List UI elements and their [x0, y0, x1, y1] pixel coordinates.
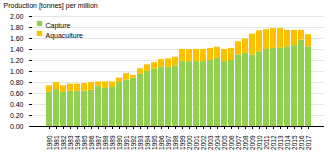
svg-text:2012: 2012 [270, 135, 277, 150]
svg-text:2004: 2004 [214, 135, 221, 150]
svg-text:0.20: 0.20 [10, 112, 24, 119]
svg-text:1981: 1981 [53, 135, 60, 150]
svg-text:Aquaculture: Aquaculture [46, 32, 83, 40]
svg-text:1998: 1998 [172, 135, 179, 150]
svg-text:1.20: 1.20 [10, 57, 24, 64]
svg-text:2007: 2007 [235, 135, 242, 150]
svg-text:0.80: 0.80 [10, 79, 24, 86]
svg-text:1980: 1980 [46, 135, 53, 150]
svg-text:2.00: 2.00 [10, 13, 24, 20]
svg-text:1985: 1985 [81, 135, 88, 150]
svg-text:2017: 2017 [305, 135, 312, 150]
svg-text:1990: 1990 [116, 135, 123, 150]
svg-text:1.40: 1.40 [10, 46, 24, 53]
svg-text:1992: 1992 [130, 135, 137, 150]
svg-text:2002: 2002 [200, 135, 207, 150]
svg-text:2008: 2008 [242, 135, 249, 150]
svg-text:2011: 2011 [263, 135, 270, 149]
svg-text:1995: 1995 [151, 135, 158, 150]
svg-text:1997: 1997 [165, 135, 172, 150]
svg-text:2010: 2010 [256, 135, 263, 150]
svg-text:2005: 2005 [221, 135, 228, 150]
svg-text:1993: 1993 [137, 135, 144, 150]
svg-text:2000: 2000 [186, 135, 193, 150]
svg-text:2013: 2013 [277, 135, 284, 150]
svg-text:1982: 1982 [60, 135, 67, 150]
svg-text:1984: 1984 [74, 135, 81, 150]
svg-text:2015: 2015 [291, 135, 298, 150]
svg-text:Production [tonnes] per millio: Production [tonnes] per million [4, 2, 98, 10]
svg-text:2006: 2006 [228, 135, 235, 150]
svg-text:Capture: Capture [46, 22, 71, 30]
svg-text:1999: 1999 [179, 135, 186, 150]
svg-text:1.80: 1.80 [10, 24, 24, 31]
svg-text:2003: 2003 [207, 135, 214, 150]
svg-text:2009: 2009 [249, 135, 256, 150]
svg-text:2001: 2001 [193, 135, 200, 150]
svg-text:0.00: 0.00 [10, 123, 24, 130]
svg-text:1986: 1986 [88, 135, 95, 150]
svg-text:1994: 1994 [144, 135, 151, 150]
svg-text:0.40: 0.40 [10, 101, 24, 108]
svg-text:1988: 1988 [102, 135, 109, 150]
svg-text:1991: 1991 [123, 135, 130, 150]
svg-text:1989: 1989 [109, 135, 116, 150]
svg-text:1996: 1996 [158, 135, 165, 150]
svg-text:2016: 2016 [298, 135, 305, 150]
svg-text:1.60: 1.60 [10, 35, 24, 42]
svg-text:1.00: 1.00 [10, 68, 24, 75]
svg-text:1987: 1987 [95, 135, 102, 150]
svg-text:0.60: 0.60 [10, 90, 24, 97]
svg-text:1983: 1983 [67, 135, 74, 150]
svg-text:2014: 2014 [284, 135, 291, 150]
